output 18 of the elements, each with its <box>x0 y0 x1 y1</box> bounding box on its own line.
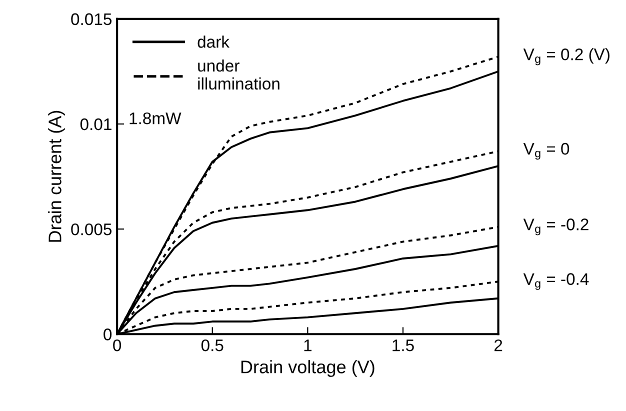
y-tick-label: 0.005 <box>71 223 112 236</box>
text: V$_{g}$ = 0 <box>523 142 570 160</box>
y-tick-label: 0 <box>104 328 112 340</box>
y-tick-label: 0.01 <box>80 118 112 130</box>
legend-label: dark <box>198 36 230 48</box>
x-tick-label: 1 <box>304 340 312 352</box>
x-tick-label: 2 <box>494 339 502 352</box>
x-tick-label: 1.5 <box>392 340 414 352</box>
x-tick-label: 0 <box>113 339 122 352</box>
text: V$_{g}$ = 0.2 (V) <box>523 48 610 66</box>
y-tick-label: 0.015 <box>71 13 112 26</box>
x-axis-title: Drain voltage (V) <box>241 360 374 377</box>
legend-label: under illumination <box>198 59 280 90</box>
annotation: 1.8mW <box>130 112 182 124</box>
y-axis-title: Drain current (A) <box>48 110 65 242</box>
text: V$_{g}$ = -0.4 <box>523 273 589 290</box>
text: V$_{g}$ = -0.2 <box>523 218 588 236</box>
x-tick-label: 0.5 <box>201 339 224 352</box>
